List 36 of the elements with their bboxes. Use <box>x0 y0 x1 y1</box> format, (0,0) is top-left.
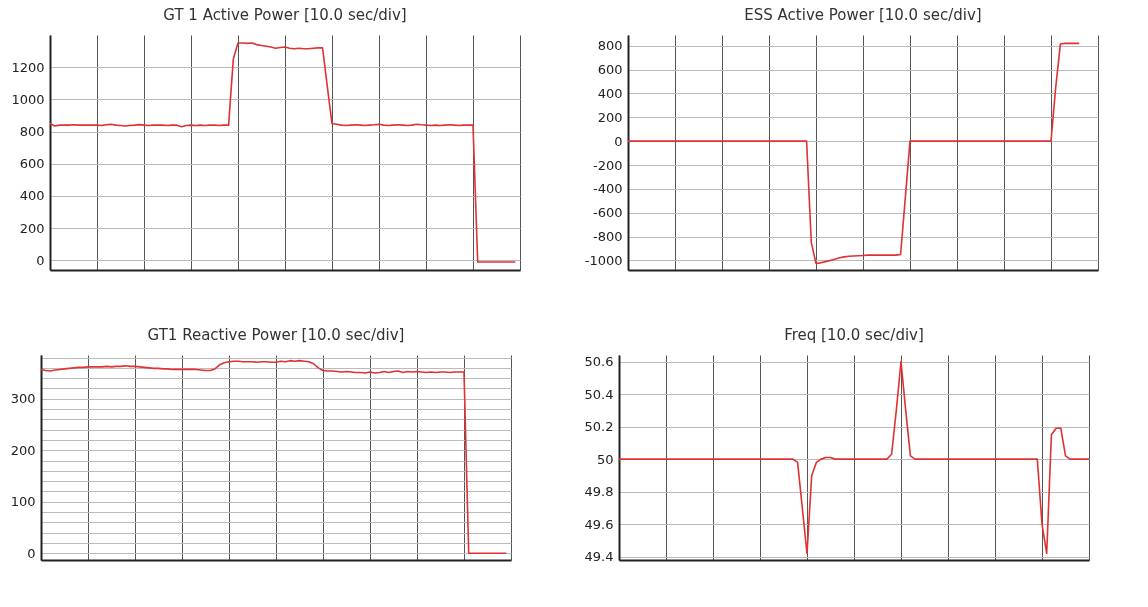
y-tick-label: 50.6 <box>584 354 614 370</box>
y-tick-label: 0 <box>27 545 36 561</box>
y-tick-label: 49.4 <box>584 549 614 565</box>
y-tick-label: 600 <box>19 156 45 172</box>
y-tick-label: 1000 <box>11 91 45 107</box>
y-tick-label: 100 <box>10 494 36 510</box>
chart-title: Freq [10.0 sec/div] <box>784 326 924 344</box>
y-tick-label: -200 <box>592 157 623 173</box>
y-tick-label: 0 <box>36 252 45 268</box>
y-tick-label: 300 <box>10 391 36 407</box>
y-tick-label: 200 <box>19 220 45 236</box>
y-tick-label: 600 <box>597 62 623 78</box>
y-tick-label: 400 <box>19 188 45 204</box>
line-series <box>41 359 508 555</box>
y-tick-label: -800 <box>592 229 623 245</box>
chart-title: ESS Active Power [10.0 sec/div] <box>744 6 982 24</box>
y-tick-label: -400 <box>592 181 623 197</box>
chart-title: GT 1 Active Power [10.0 sec/div] <box>163 6 407 24</box>
y-tick-label: 200 <box>597 109 623 125</box>
y-tick-label: -1000 <box>584 252 623 268</box>
y-tick-label: 200 <box>10 442 36 458</box>
line-series <box>619 360 1089 555</box>
y-tick-label: 50 <box>596 451 614 467</box>
y-tick-label: 400 <box>597 85 623 101</box>
line-series <box>50 42 517 263</box>
y-tick-label: 800 <box>597 38 623 54</box>
line-series <box>628 42 1080 265</box>
y-tick-label: 800 <box>19 124 45 140</box>
chart-title: GT1 Reactive Power [10.0 sec/div] <box>147 326 405 344</box>
y-tick-label: 50.4 <box>584 386 614 402</box>
y-tick-label: 50.2 <box>584 419 614 435</box>
y-tick-label: -600 <box>592 205 623 221</box>
y-tick-label: 49.6 <box>584 516 614 532</box>
y-tick-label: 0 <box>614 133 623 149</box>
y-tick-label: 1200 <box>11 59 45 75</box>
y-tick-label: 49.8 <box>584 484 614 500</box>
